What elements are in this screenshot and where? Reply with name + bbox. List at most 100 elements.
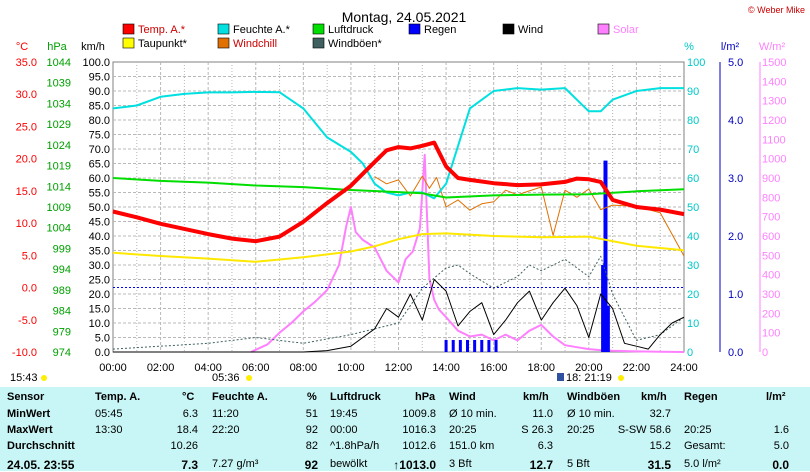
stat-hum-time: 22:20 [212,424,240,436]
header-pressure-unit: hPa [415,391,436,403]
x-tick-label: 18:00 [527,362,555,374]
tick-label-temp: 15.0 [16,186,37,198]
axis-title-rain: l/m² [721,41,740,53]
rain-tick [494,340,498,352]
sun-icon [41,375,47,381]
tick-label-solar: 1100 [762,134,786,146]
tick-label-temp: 35.0 [16,57,37,69]
axis-title-wind: km/h [81,41,105,53]
header-temp-unit: °C [182,391,195,403]
stat-hum-val: 51 [305,408,318,420]
tick-label-solar: 400 [762,270,780,282]
rain-bar [601,265,606,352]
legend-swatch [217,23,230,35]
stat-press-val: 1009.8 [402,408,436,420]
tick-label-pressure: 974 [53,347,71,359]
sun-icon [618,375,624,381]
series-line [112,255,685,350]
tick-label-rain: 0.0 [728,347,743,359]
tick-label-humidity: 90 [687,86,699,98]
tick-label-solar: 300 [762,289,780,301]
stat-hum-val: 92 [305,424,318,436]
tick-label-pressure: 984 [53,306,71,318]
tick-label-humidity: 60 [687,173,699,185]
stat-press-time: ^1.8hPa/h [330,440,380,452]
header-wind-unit: km/h [523,391,549,403]
axis-titles: °C hPa km/h% l/m² W/m² [16,41,786,53]
legend-label: Solar [613,24,639,36]
stat-hum-val: 92 [304,458,318,472]
legend-label: Wind [518,24,543,36]
stat-press-val: 1016.3 [402,424,436,436]
stat-wind-val: 11.0 [532,408,553,420]
tick-label-temp: 30.0 [16,89,37,101]
tick-label-solar: 1400 [762,76,786,88]
copyright-text: © Weber Mike [748,5,805,15]
stat-gust-val: S-SW 58.6 [617,424,671,436]
header-temp: Temp. A. [95,391,141,403]
axis-title-humidity: % [684,41,694,53]
stat-rain-time: 20:25 [684,424,712,436]
chart-grid [112,61,685,353]
x-tick-label: 04:00 [194,362,222,374]
data-series [112,87,685,353]
tick-label-rain: 4.0 [728,115,743,127]
stat-wind-val: 12.7 [529,458,553,472]
legend-label: Windböen* [328,38,383,50]
sunrise-icon [246,375,252,381]
tick-label-wind: 55.0 [89,188,110,200]
stat-wind-time: 3 Bft [449,458,472,470]
stat-gust-time: 5 Bft [567,458,590,470]
stat-hum-val: 82 [305,440,318,452]
tick-label-solar: 200 [762,308,780,320]
tick-label-solar: 1000 [762,154,786,166]
tick-label-temp: 5.0 [22,250,37,262]
stat-label: MaxWert [7,424,53,436]
axis-title-pressure: hPa [47,41,67,53]
stat-label: 24.05. 23:55 [7,458,75,472]
series-line [112,232,685,263]
tick-label-pressure: 1009 [47,202,71,214]
tick-label-wind: 20.0 [89,289,110,301]
rain-tick [444,340,448,352]
tick-label-humidity: 30 [687,260,699,272]
tick-label-humidity: 40 [687,231,699,243]
statistics-table: Sensor Temp. A. °C Feuchte A. % Luftdruc… [0,387,810,472]
tick-label-wind: 80.0 [89,115,110,127]
series-line [113,279,685,353]
stat-temp-time: 05:45 [95,408,123,420]
tick-label-solar: 900 [762,173,780,185]
stat-rain-time: Gesamt: [684,440,726,452]
time-marker-left: 15:43 [10,372,38,384]
x-tick-label: 08:00 [290,362,318,374]
tick-label-pressure: 994 [53,264,71,276]
sunset-time: 18: 21:19 [566,372,612,384]
tick-label-wind: 25.0 [89,275,110,287]
legend-swatch [408,23,421,35]
tick-label-solar: 800 [762,192,780,204]
sunrise-time: 05:36 [212,372,240,384]
stat-label: Durchschnitt [7,440,75,452]
x-tick-label: 14:00 [432,362,460,374]
tick-label-wind: 65.0 [89,159,110,171]
stat-gust-val: 32.7 [649,408,671,420]
tick-label-wind: 85.0 [89,101,110,113]
tick-label-wind: 70.0 [89,144,110,156]
tick-label-temp: 10.0 [16,218,37,230]
header-wind: Wind [449,391,476,403]
tick-label-temp: 25.0 [16,121,37,133]
stat-gust-val: 15.2 [649,440,671,452]
tick-label-rain: 1.0 [728,289,743,301]
weather-chart: Montag, 24.05.2021 © Weber Mike Temp. A.… [10,5,805,384]
tick-label-temp: 0.0 [22,283,37,295]
sunset-icon [557,373,564,381]
legend-label: Luftdruck [328,24,374,36]
legend-label: Windchill [233,38,277,50]
tick-label-wind: 0.0 [95,347,110,359]
legend-swatch [122,37,135,49]
x-tick-label: 16:00 [480,362,508,374]
x-tick-label: 00:00 [99,362,127,374]
tick-label-humidity: 70 [687,144,699,156]
stat-gust-val: 31.5 [647,458,671,472]
tick-label-humidity: 20 [687,289,699,301]
